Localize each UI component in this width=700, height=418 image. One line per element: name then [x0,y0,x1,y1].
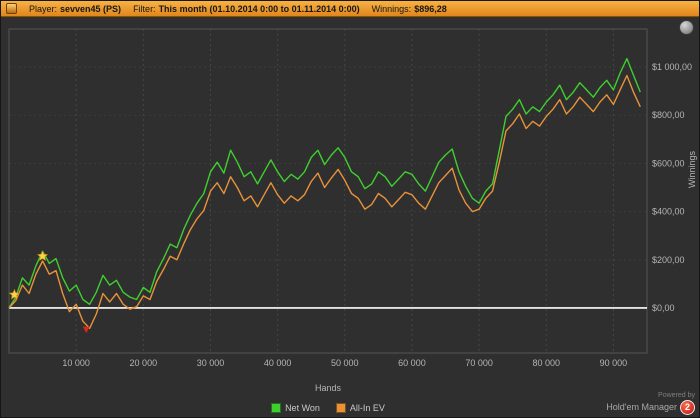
all-in-ev-line [8,74,641,330]
legend-item-net-won: Net Won [271,403,320,413]
player-field: Player: sevven45 (PS) [29,4,121,14]
hm2-logo-icon: 2 [680,400,695,415]
y-tick-label: $400,00 [652,207,685,217]
branding: Powered by Hold'em Manager 2 [606,392,695,415]
chart-legend: Net Won All-In EV [9,403,647,413]
star-marker [8,288,21,300]
filter-value: This month (01.10.2014 0:00 to 01.11.201… [158,3,360,14]
status-bar: Player: sevven45 (PS) Filter: This month (… [1,1,699,17]
y-tick-label: $600,00 [652,158,685,168]
x-tick-label: 80 000 [532,358,560,368]
x-tick-label: 30 000 [197,358,225,368]
star-marker [36,250,49,262]
plot-border [8,28,648,354]
y-tick-label: $800,00 [652,110,685,120]
x-tick-label: 20 000 [130,358,158,368]
x-tick-label: 10 000 [62,358,90,368]
player-label: Player: [29,3,58,14]
x-axis-title: Hands [314,383,341,393]
x-tick-label: 50 000 [331,358,359,368]
winnings-field: Winnings: $896,28 [372,4,447,14]
filter-field: Filter: This month (01.10.2014 0:00 to 01… [133,4,360,14]
brand-text: Hold'em Manager [606,402,677,413]
x-tick-label: 70 000 [465,358,493,368]
net-won-line [8,57,641,309]
powered-by-text: Powered by [658,391,695,399]
winnings-value: $896,28 [414,3,447,14]
app-icon [6,3,17,14]
x-tick-label: 90 000 [600,358,628,368]
y-axis-title: Winnings [687,151,697,189]
all-in-ev-label: All-In EV [349,403,385,413]
y-tick-label: $0,00 [652,303,675,313]
winnings-label: Winnings: [371,3,412,14]
filter-label: Filter: [133,3,156,14]
net-won-label: Net Won [285,403,320,413]
all-in-ev-swatch [335,403,346,413]
net-won-swatch [271,403,282,413]
chart-options-icon[interactable] [679,20,694,35]
x-tick-label: 40 000 [264,358,292,368]
x-tick-label: 60 000 [398,358,426,368]
y-tick-label: $200,00 [652,255,685,265]
y-tick-label: $1 000,00 [652,62,692,72]
legend-item-all-in-ev: All-In EV [335,403,385,413]
player-value: sevven45 (PS) [60,3,122,14]
arrow-down-marker [82,326,90,334]
